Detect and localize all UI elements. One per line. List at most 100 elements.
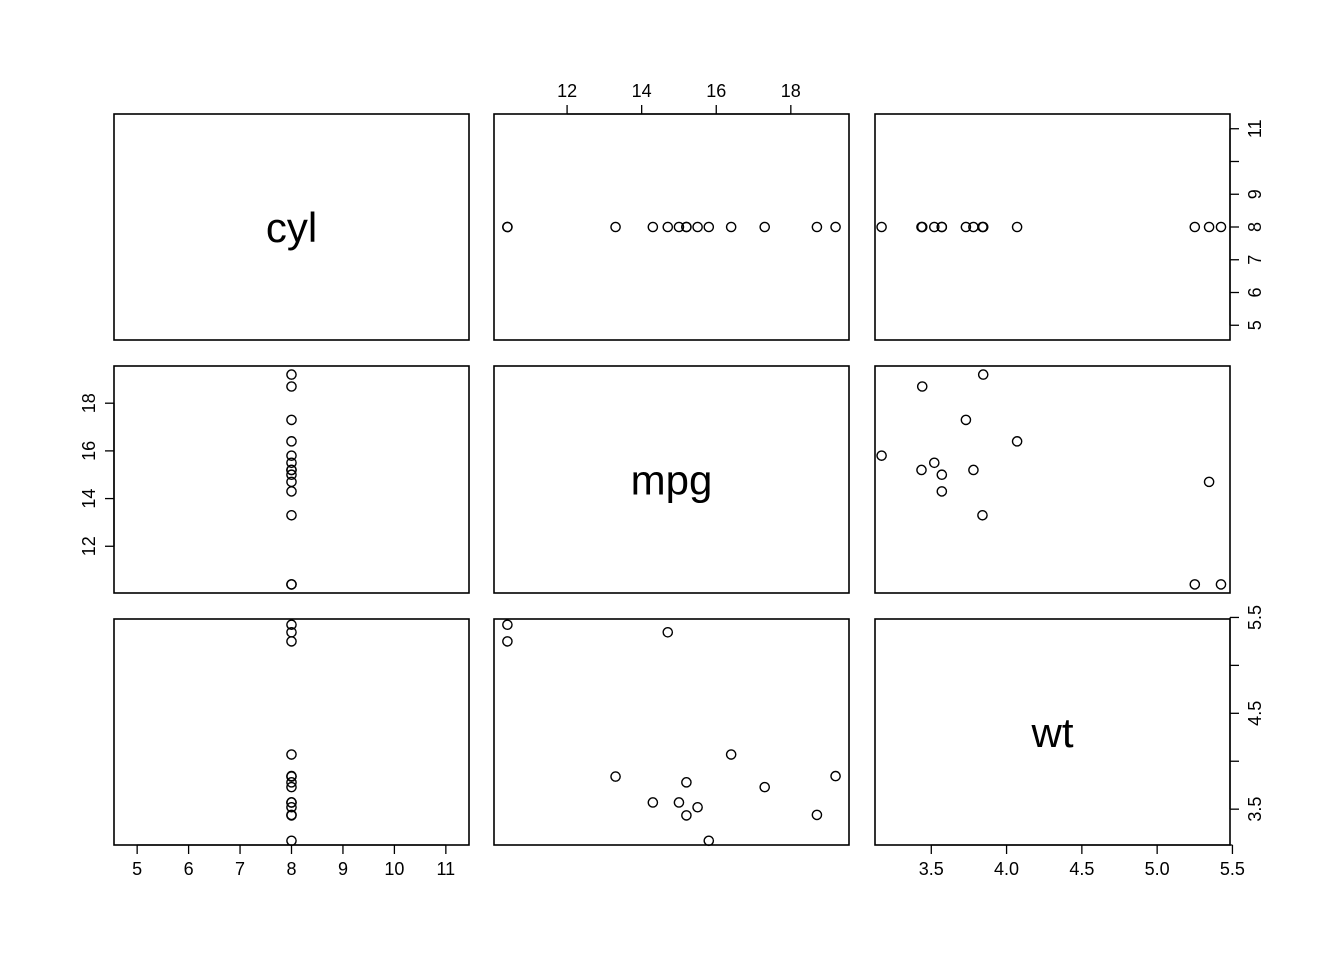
bottom-tick-label-wt: 5.5	[1220, 859, 1245, 879]
point-mpg-vs-cyl-9	[286, 464, 297, 476]
point-cyl-vs-wt-7	[1203, 221, 1215, 233]
point-wt-vs-mpg-8	[692, 801, 703, 813]
right-tick-label-wt: 5.5	[1245, 605, 1265, 630]
diag-label-mpg: mpg	[631, 457, 713, 504]
top-tick-label-mpg: 16	[706, 81, 726, 101]
panel-cyl-vs-mpg	[493, 113, 850, 341]
point-cyl-vs-wt-9	[916, 221, 927, 233]
point-wt-vs-mpg-0	[811, 809, 823, 821]
point-wt-vs-cyl-3	[286, 781, 297, 793]
point-cyl-vs-mpg-11	[830, 221, 841, 233]
bottom-tick-label-cyl: 10	[384, 859, 404, 879]
right-tick-label-cyl: 11	[1245, 119, 1265, 138]
bottom-tick-label-wt: 4.0	[994, 859, 1019, 879]
panel-wt-vs-mpg	[493, 618, 850, 846]
right-tick-label-cyl: 6	[1245, 287, 1265, 297]
point-mpg-vs-wt-2	[1011, 436, 1023, 447]
point-wt-vs-cyl-4	[286, 777, 297, 788]
point-wt-vs-mpg-4	[681, 777, 692, 788]
right-tick-label-wt: 3.5	[1245, 797, 1265, 822]
point-cyl-vs-mpg-3	[759, 221, 771, 233]
point-mpg-vs-cyl-7	[286, 476, 297, 488]
bottom-tick-label-cyl: 11	[437, 859, 456, 879]
point-mpg-vs-wt-13	[936, 469, 948, 481]
point-wt-vs-mpg-13	[673, 797, 685, 808]
point-mpg-vs-wt-9	[916, 464, 927, 476]
bottom-tick-label-cyl: 9	[338, 859, 348, 879]
point-mpg-vs-cyl-13	[286, 469, 297, 481]
point-wt-vs-cyl-8	[286, 801, 297, 813]
point-mpg-vs-cyl-6	[286, 579, 297, 590]
point-cyl-vs-wt-11	[977, 221, 989, 233]
point-wt-vs-cyl-5	[286, 636, 297, 647]
diagonal-labels: cyl mpg wt	[266, 204, 1074, 756]
left-tick-label-mpg: 16	[79, 441, 99, 461]
point-wt-vs-mpg-1	[647, 797, 659, 808]
point-mpg-vs-wt-5	[1189, 579, 1201, 590]
bottom-tick-label-wt: 4.5	[1069, 859, 1094, 879]
bottom-tick-label-cyl: 7	[235, 859, 245, 879]
point-wt-vs-cyl-12	[286, 835, 297, 847]
top-tick-label-mpg: 18	[781, 81, 801, 101]
point-mpg-vs-wt-11	[977, 369, 989, 380]
point-mpg-vs-cyl-1	[286, 486, 297, 497]
point-cyl-vs-wt-6	[1215, 221, 1227, 233]
right-tick-label-cyl: 7	[1245, 255, 1265, 265]
point-wt-vs-cyl-2	[286, 749, 297, 760]
bottom-tick-label-cyl: 8	[286, 859, 296, 879]
bottom-tick-label-wt: 3.5	[919, 859, 944, 879]
panel-cyl-vs-wt	[874, 113, 1231, 341]
point-mpg-vs-wt-0	[916, 381, 928, 392]
right-tick-label-wt: 4.5	[1245, 701, 1265, 726]
left-tick-label-mpg: 12	[79, 536, 99, 556]
panel-mpg-vs-mpg	[493, 365, 850, 594]
point-wt-vs-mpg-9	[681, 810, 692, 821]
top-tick-label-mpg: 12	[557, 81, 577, 101]
point-wt-vs-cyl-13	[286, 797, 297, 808]
point-cyl-vs-mpg-9	[681, 221, 692, 233]
left-tick-label-mpg: 14	[79, 489, 99, 509]
point-mpg-vs-cyl-0	[286, 381, 297, 392]
point-mpg-vs-wt-6	[1215, 579, 1227, 590]
point-mpg-vs-wt-8	[929, 457, 940, 469]
point-mpg-vs-wt-4	[968, 464, 979, 476]
point-mpg-vs-cyl-11	[286, 369, 297, 380]
point-wt-vs-mpg-10	[610, 771, 621, 782]
point-cyl-vs-wt-3	[960, 221, 972, 233]
point-mpg-vs-wt-12	[876, 450, 887, 461]
point-wt-vs-mpg-6	[502, 619, 513, 631]
point-wt-vs-cyl-9	[286, 810, 297, 821]
right-tick-label-cyl: 9	[1245, 189, 1265, 199]
point-wt-vs-cyl-6	[286, 619, 297, 631]
point-mpg-vs-cyl-10	[286, 509, 297, 521]
panel-mpg-vs-wt	[874, 365, 1231, 594]
point-mpg-vs-cyl-3	[286, 414, 297, 426]
point-mpg-vs-cyl-2	[286, 436, 297, 447]
bottom-tick-label-wt: 5.0	[1145, 859, 1170, 879]
point-cyl-vs-mpg-0	[811, 221, 823, 233]
left-tick-label-mpg: 18	[79, 393, 99, 413]
data-points	[286, 221, 1227, 847]
point-mpg-vs-wt-3	[960, 414, 972, 426]
point-cyl-vs-wt-8	[929, 221, 940, 233]
point-wt-vs-mpg-12	[703, 835, 715, 847]
point-wt-vs-mpg-3	[759, 781, 771, 793]
bottom-tick-label-cyl: 5	[132, 859, 142, 879]
point-cyl-vs-mpg-2	[725, 221, 737, 233]
point-cyl-vs-wt-5	[1189, 221, 1201, 233]
point-wt-vs-mpg-5	[502, 636, 513, 647]
diag-label-wt: wt	[1031, 709, 1074, 756]
point-mpg-vs-cyl-8	[286, 457, 297, 469]
point-cyl-vs-mpg-1	[647, 221, 659, 233]
point-mpg-vs-cyl-12	[286, 450, 297, 461]
axes: 5 6 7 8 9 10 11 3.5 4.0 4.5 5.0 5.5 12 14 16 18 12 14 16 18…	[79, 81, 1265, 879]
point-wt-vs-cyl-7	[286, 627, 297, 638]
right-tick-label-cyl: 8	[1245, 222, 1265, 232]
point-cyl-vs-wt-12	[876, 221, 887, 233]
point-mpg-vs-wt-7	[1203, 476, 1215, 488]
point-wt-vs-mpg-11	[830, 770, 841, 782]
panel-cyl-vs-cyl	[113, 113, 470, 341]
point-wt-vs-mpg-2	[725, 749, 737, 760]
point-wt-vs-cyl-11	[286, 770, 297, 782]
